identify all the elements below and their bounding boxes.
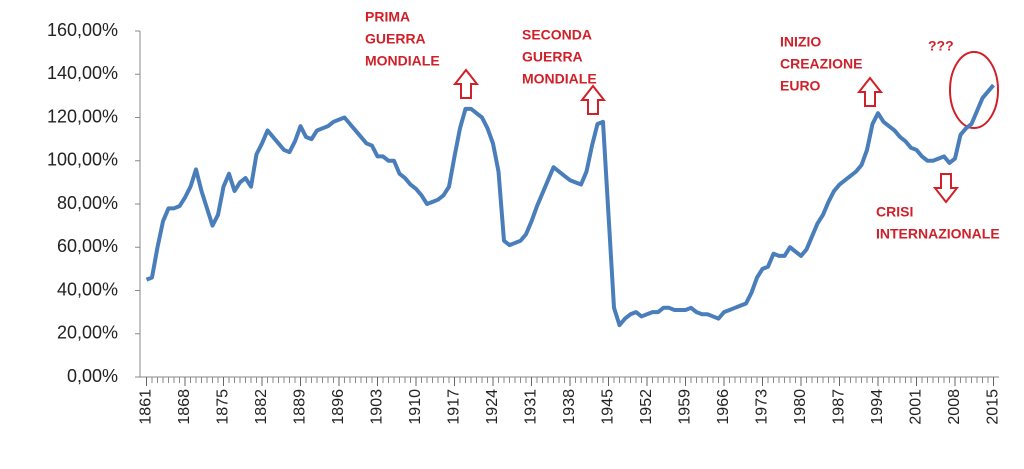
annotation: PRIMA (365, 9, 410, 25)
x-tick-label: 1987 (831, 389, 848, 425)
annotation: SECONDA (522, 27, 592, 43)
annotation: ??? (928, 38, 954, 54)
x-tick-label: 1931 (523, 389, 540, 425)
x-tick-label: 1896 (330, 389, 347, 425)
x-tick-label: 1966 (715, 389, 732, 425)
highlight-ellipse (949, 51, 999, 129)
x-tick-label: 1889 (292, 389, 309, 425)
annotation: MONDIALE (522, 71, 597, 87)
x-tick-label: 1959 (677, 389, 694, 425)
data-line (145, 83, 996, 328)
x-tick-label: 1882 (253, 389, 270, 425)
y-tick-label: 40,00% (57, 279, 118, 299)
annotation: GUERRA (522, 49, 583, 65)
annotation: EURO (780, 78, 821, 94)
x-tick-label: 1973 (754, 389, 771, 425)
annotation: INIZIO (780, 34, 821, 50)
x-tick-label: 1868 (176, 389, 193, 425)
x-tick-label: 1945 (600, 389, 617, 425)
annotation: CRISI (876, 204, 913, 220)
y-tick-label: 80,00% (57, 193, 118, 213)
y-tick-label: 20,00% (57, 323, 118, 343)
x-tick-label: 1924 (484, 389, 501, 425)
y-tick-label: 100,00% (47, 150, 118, 170)
x-tick-label: 1861 (138, 389, 155, 425)
x-tick-label: 1875 (215, 389, 232, 425)
x-tick-label: 2015 (985, 389, 1002, 425)
x-tick-label: 1952 (638, 389, 655, 425)
x-tick-label: 2008 (946, 389, 963, 425)
annotation: GUERRA (365, 31, 426, 47)
x-tick-label: 1980 (792, 389, 809, 425)
x-tick-label: 2001 (908, 389, 925, 425)
y-tick-label: 120,00% (47, 106, 118, 126)
y-tick-label: 0,00% (67, 366, 118, 386)
arrow (579, 84, 607, 115)
x-tick-label: 1903 (369, 389, 386, 425)
x-tick-label: 1994 (869, 389, 886, 425)
y-tick-label: 60,00% (57, 236, 118, 256)
arrow (932, 173, 960, 204)
arrow (856, 76, 884, 107)
x-tick-label: 1917 (446, 389, 463, 425)
y-tick-label: 140,00% (47, 63, 118, 83)
arrow (452, 68, 480, 99)
x-tick-label: 1938 (561, 389, 578, 425)
y-tick-label: 160,00% (47, 20, 118, 40)
annotation: MONDIALE (365, 53, 440, 69)
x-tick-label: 1910 (407, 389, 424, 425)
annotation: INTERNAZIONALE (876, 226, 1000, 242)
annotation: CREAZIONE (780, 56, 862, 72)
